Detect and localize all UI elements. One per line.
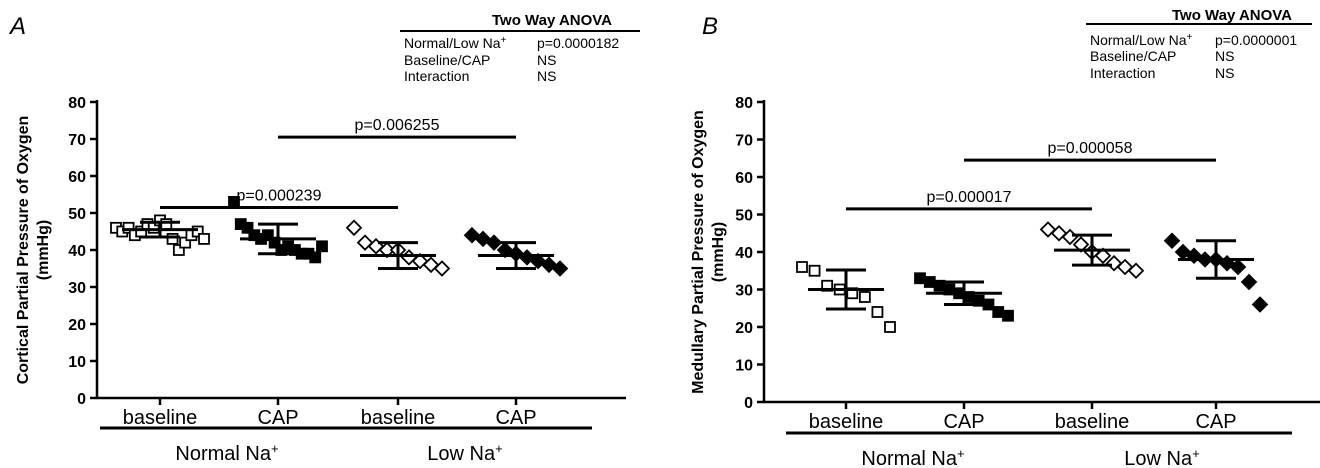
group-label: Low Na+: [427, 441, 502, 466]
anova-title: Two Way ANOVA: [492, 12, 612, 29]
data-point: [1094, 247, 1112, 265]
y-tick-label: 30: [735, 283, 753, 300]
anova-factor-label: Normal/Low Na+: [404, 35, 506, 52]
y-axis-label: Cortical Partial Pressure of Oxygen: [15, 116, 32, 385]
p-value-label: p=0.000058: [1048, 140, 1133, 157]
chart-panel-b: B Two Way ANOVA Normal/Low Na+ p=0.0000001 B…: [690, 7, 1320, 468]
data-point: [982, 298, 995, 311]
group-label: Normal Na+: [175, 441, 278, 466]
data-point: [316, 240, 328, 253]
anova-factor-label: Normal/Low Na+: [1090, 32, 1192, 49]
y-axis-label: Medullary Partial Pressure of Oxygen: [690, 110, 707, 394]
data-point: [160, 218, 173, 231]
anova-factor-label: Baseline/CAP: [1090, 48, 1176, 64]
data-point: [1229, 258, 1247, 276]
data-point: [914, 272, 926, 285]
panel-letter: A: [8, 13, 26, 40]
anova-factor-label: Interaction: [1090, 65, 1155, 81]
x-category-label: baseline: [361, 407, 436, 429]
y-tick-label: 0: [744, 395, 753, 412]
data-point: [198, 232, 210, 245]
data-point: [1251, 296, 1269, 313]
data-point: [309, 251, 322, 264]
y-tick-label: 10: [735, 358, 753, 375]
data-point: [551, 260, 569, 277]
anova-factor-value: p=0.0000001: [1215, 32, 1297, 48]
data-point: [228, 195, 240, 208]
data-point: [858, 291, 871, 303]
data-point: [172, 244, 185, 256]
anova-factor-value: NS: [1215, 48, 1234, 64]
anova-factor-value: NS: [537, 68, 556, 84]
panel-letter: B: [702, 13, 718, 40]
group-label: Low Na+: [1124, 446, 1199, 468]
data-point: [433, 260, 451, 277]
y-tick-label: 50: [735, 208, 753, 225]
data-point: [1163, 232, 1181, 250]
x-category-label: CAP: [943, 411, 984, 433]
p-value-label: p=0.000239: [237, 187, 322, 204]
data-point: [241, 221, 254, 234]
y-tick-label: 10: [68, 354, 86, 371]
data-point: [1240, 273, 1258, 291]
data-point: [485, 234, 503, 251]
x-category-label: CAP: [495, 407, 536, 429]
y-tick-label: 40: [68, 243, 86, 260]
anova-factor-label: Interaction: [404, 68, 469, 84]
x-category-label: CAP: [1195, 411, 1236, 433]
data-point: [1127, 262, 1145, 280]
y-tick-label: 0: [77, 391, 86, 408]
data-point: [179, 236, 192, 249]
data-point: [191, 225, 204, 238]
data-point: [933, 279, 946, 292]
anova-title: Two Way ANOVA: [1172, 7, 1292, 24]
data-point: [992, 306, 1005, 318]
data-point: [796, 261, 808, 273]
y-tick-label: 70: [68, 132, 86, 149]
data-point: [345, 219, 363, 237]
y-tick-label: 40: [735, 245, 753, 262]
y-tick-label: 30: [68, 280, 86, 297]
y-tick-label: 20: [68, 317, 86, 334]
p-value-label: p=0.000017: [927, 189, 1012, 206]
x-category-label: baseline: [1055, 411, 1130, 433]
anova-factor-label: Baseline/CAP: [404, 52, 490, 68]
group-label: Normal Na+: [861, 446, 964, 468]
y-tick-label: 80: [735, 95, 753, 112]
data-point: [871, 306, 884, 318]
x-category-label: baseline: [123, 407, 198, 429]
anova-factor-value: NS: [1215, 65, 1234, 81]
y-tick-label: 20: [735, 320, 753, 337]
x-category-label: CAP: [257, 407, 298, 429]
y-tick-label: 60: [735, 170, 753, 187]
y-tick-label: 70: [735, 133, 753, 150]
y-tick-label: 50: [68, 206, 86, 223]
data-point: [122, 221, 135, 234]
x-category-label: baseline: [809, 411, 884, 433]
data-point: [923, 276, 936, 288]
anova-factor-value: NS: [537, 52, 556, 68]
data-point: [1002, 309, 1014, 322]
y-axis-unit: (mmHg): [710, 222, 727, 282]
data-point: [808, 264, 821, 277]
chart-panel-a: A Two Way ANOVA Normal/Low Na+ p=0.0000182 B…: [8, 12, 640, 465]
anova-factor-value: p=0.0000182: [537, 35, 619, 51]
y-tick-label: 60: [68, 169, 86, 186]
p-value-label: p=0.006255: [355, 117, 440, 134]
y-tick-label: 80: [68, 95, 86, 112]
data-point: [166, 232, 179, 245]
data-point: [884, 321, 896, 333]
y-axis-unit: (mmHg): [35, 220, 52, 280]
